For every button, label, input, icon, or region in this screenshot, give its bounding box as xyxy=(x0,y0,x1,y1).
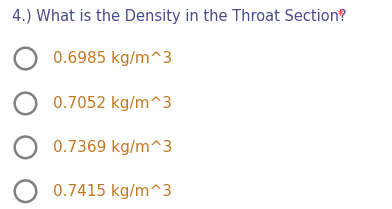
Text: 0.7415 kg/m^3: 0.7415 kg/m^3 xyxy=(53,184,172,199)
Text: 4.) What is the Density in the Throat Section?: 4.) What is the Density in the Throat Se… xyxy=(12,9,347,24)
Text: 0.7369 kg/m^3: 0.7369 kg/m^3 xyxy=(53,140,172,155)
Text: 0.7052 kg/m^3: 0.7052 kg/m^3 xyxy=(53,96,172,111)
Text: 0.6985 kg/m^3: 0.6985 kg/m^3 xyxy=(53,51,172,66)
Text: *: * xyxy=(336,9,344,24)
